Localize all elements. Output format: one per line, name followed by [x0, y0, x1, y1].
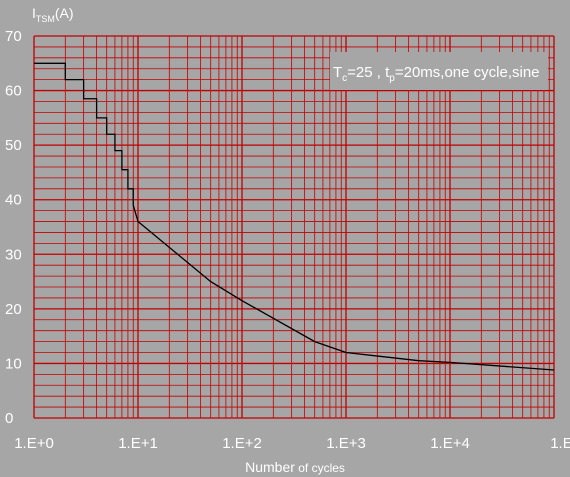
x-tick-label: 1.E+0 [14, 435, 54, 452]
y-tick-label: 20 [5, 301, 22, 318]
legend-text-part: =25 , t [347, 64, 390, 81]
x-axis-label-rest: of cycles [295, 461, 345, 475]
y-axis-label: ITSM(A) [32, 5, 74, 24]
x-axis-label: Number of cycles [245, 459, 345, 475]
y-axis-label-main: I [32, 5, 36, 21]
series [34, 62, 555, 371]
tick-labels: 0 10 20 30 40 50 60 70 1.E+0 1.E+1 1.E+2 1.E+3 1.E+4… [5, 28, 570, 452]
x-tick-label: 1.E+5 [550, 435, 570, 452]
x-tick-label: 1.E+2 [222, 435, 262, 452]
x-axis-label-main: Number [245, 459, 295, 475]
y-axis-label-sub: TSM [36, 14, 55, 24]
y-tick-label: 70 [5, 28, 22, 45]
y-tick-label: 50 [5, 137, 22, 154]
y-tick-label: 40 [5, 192, 22, 209]
legend-subscript: c [342, 73, 347, 84]
y-axis-label-unit: (A) [55, 5, 74, 21]
series-line [34, 62, 555, 371]
y-tick-label: 60 [5, 83, 22, 100]
legend-box: Tc=25 , tp=20ms,one cycle,sine [330, 52, 548, 90]
y-tick-label: 10 [5, 355, 22, 372]
x-tick-label: 1.E+3 [326, 435, 366, 452]
x-tick-label: 1.E+4 [430, 435, 470, 452]
legend-background [330, 52, 548, 90]
y-tick-label: 0 [5, 410, 13, 427]
grid [33, 35, 555, 419]
legend-text-part: =20ms,one cycle,sine [395, 64, 540, 81]
x-tick-label: 1.E+1 [118, 435, 158, 452]
legend-text: Tc=25 , tp=20ms,one cycle,sine [333, 64, 540, 84]
legend-text-part: T [333, 64, 342, 81]
y-tick-label: 30 [5, 246, 22, 263]
legend-subscript: p [389, 73, 395, 84]
